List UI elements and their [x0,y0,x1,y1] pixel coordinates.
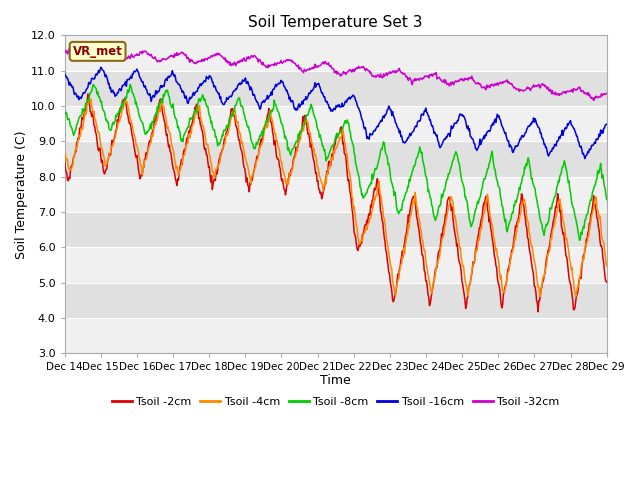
Title: Soil Temperature Set 3: Soil Temperature Set 3 [248,15,423,30]
Bar [65,212,607,247]
Bar [65,142,607,177]
Bar [65,106,607,142]
Bar [65,177,607,212]
Text: VR_met: VR_met [73,45,123,58]
Bar [65,318,607,353]
Legend: Tsoil -2cm, Tsoil -4cm, Tsoil -8cm, Tsoil -16cm, Tsoil -32cm: Tsoil -2cm, Tsoil -4cm, Tsoil -8cm, Tsoi… [108,393,564,411]
Bar [65,71,607,106]
Bar [65,36,607,71]
X-axis label: Time: Time [320,374,351,387]
Bar [65,283,607,318]
Bar [65,247,607,283]
Y-axis label: Soil Temperature (C): Soil Temperature (C) [15,130,28,259]
